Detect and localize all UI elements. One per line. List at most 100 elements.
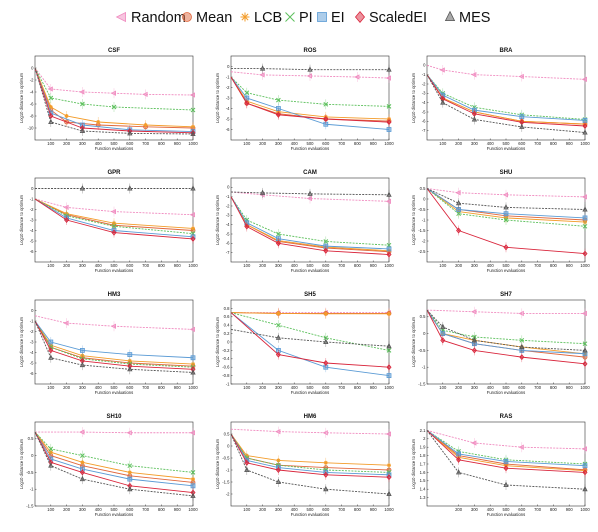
x-axis-label: Function evaluations: [487, 268, 525, 273]
legend-label-mean: Mean: [196, 10, 232, 26]
x-tick-label: 400: [291, 385, 299, 390]
x-tick-label: 600: [518, 263, 526, 268]
y-tick-label: -2: [422, 81, 426, 86]
series-line-scaledei: [426, 309, 586, 365]
chart-title: CAM: [303, 170, 317, 176]
y-tick-label: -1.5: [222, 479, 230, 484]
y-axis-label: Log10 distance to optimum: [19, 316, 24, 367]
data-point: [276, 322, 281, 328]
x-tick-label: 600: [126, 385, 134, 390]
series-line-random: [426, 64, 586, 80]
series-random: [426, 64, 588, 85]
y-axis-label: Log10 distance to optimum: [411, 72, 416, 123]
x-tick-label: 700: [142, 263, 150, 268]
x-tick-label: 400: [291, 263, 299, 268]
x-tick-label: 300: [79, 141, 87, 146]
y-tick-label: -5: [226, 231, 230, 236]
data-point: [386, 119, 392, 126]
series-lcb: [230, 308, 391, 319]
series-mes: [426, 430, 588, 495]
y-tick-label: -0.8: [222, 373, 230, 378]
y-tick-label: 1.5: [420, 478, 426, 483]
x-tick-label: 1000: [384, 141, 394, 146]
x-tick-label: 700: [534, 385, 542, 390]
data-point: [275, 334, 282, 340]
data-point: [386, 251, 392, 258]
series-line-ei: [34, 431, 194, 487]
data-point: [323, 338, 329, 344]
series-line-pi: [34, 431, 194, 473]
x-tick-label: 800: [158, 141, 166, 146]
chart-panel-ras: RAS 200 300 400 500 600 700 800 900 1000 1.3 1.4 1.5…: [411, 414, 590, 517]
series-line-mes: [230, 191, 390, 196]
y-tick-label: -3: [30, 339, 34, 344]
data-point: [189, 212, 196, 218]
x-tick-label: 200: [259, 507, 267, 512]
x-tick-label: 800: [354, 385, 362, 390]
series-pi: [34, 67, 196, 115]
series-line-pi: [230, 196, 390, 246]
series-line-random: [35, 431, 193, 434]
series-pi: [230, 76, 392, 112]
chart-title: CSF: [108, 48, 120, 54]
y-axis-label: Log10 distance to optimum: [411, 194, 416, 245]
series-ei: [34, 198, 196, 242]
data-point: [582, 469, 588, 476]
series-line-scaledei: [230, 312, 390, 368]
data-point: [190, 470, 196, 475]
x-tick-label: 500: [111, 263, 119, 268]
x-axis-label: Function evaluations: [487, 390, 525, 395]
series-line-scaledei: [34, 198, 194, 240]
series-line-mes: [426, 430, 586, 490]
x-tick-label: 300: [275, 507, 283, 512]
series-lcb: [426, 74, 587, 130]
data-point: [518, 310, 524, 317]
y-tick-label: -2: [226, 85, 230, 90]
x-tick-label: 300: [275, 141, 283, 146]
x-tick-label: 1000: [188, 507, 198, 512]
x-tick-label: 200: [455, 507, 463, 512]
data-point: [110, 208, 116, 215]
x-tick-label: 700: [142, 507, 150, 512]
x-axis-label: Function evaluations: [487, 146, 525, 151]
data-point: [387, 311, 391, 316]
y-tick-label: 0.5: [420, 314, 426, 319]
y-tick-label: -2: [30, 329, 34, 334]
plot-frame: [34, 421, 194, 507]
y-tick-label: -6: [30, 249, 34, 254]
data-point: [306, 195, 312, 202]
y-tick-label: -0.6: [222, 365, 230, 370]
y-tick-label: -1.5: [26, 503, 34, 508]
data-point: [385, 75, 392, 81]
series-mes: [230, 187, 392, 200]
x-tick-label: 400: [95, 385, 103, 390]
series-line-mean: [426, 430, 586, 471]
chart-title: SH10: [106, 414, 122, 420]
data-point: [323, 101, 329, 107]
plot-frame: [34, 299, 194, 385]
data-point: [127, 185, 133, 191]
data-point: [518, 73, 524, 80]
series-mes: [34, 67, 196, 139]
legend-entry-random: Random: [115, 10, 186, 26]
x-tick-label: 1000: [384, 507, 394, 512]
data-point: [48, 95, 54, 101]
y-tick-label: -1.5: [418, 228, 426, 233]
x-tick-label: 700: [338, 263, 346, 268]
y-tick-label: 0.4: [224, 323, 230, 328]
x-tick-label: 400: [291, 141, 299, 146]
data-point: [503, 204, 509, 210]
series-line-random: [34, 315, 194, 330]
data-point: [471, 347, 477, 354]
y-tick-label: 2: [423, 436, 426, 441]
y-tick-label: 0: [31, 186, 34, 191]
x-tick-label: 500: [307, 141, 315, 146]
data-point: [275, 240, 281, 247]
data-point: [386, 474, 392, 481]
x-tick-label: 1000: [188, 385, 198, 390]
chart-panel-csf: CSF 100 200 300 400 500 600 700 800 900 1000 -10 -8 -…: [19, 48, 198, 151]
y-tick-label: -1: [226, 381, 230, 386]
series-line-mes: [426, 188, 586, 210]
data-point: [581, 310, 588, 317]
series-scaledei: [230, 433, 392, 483]
